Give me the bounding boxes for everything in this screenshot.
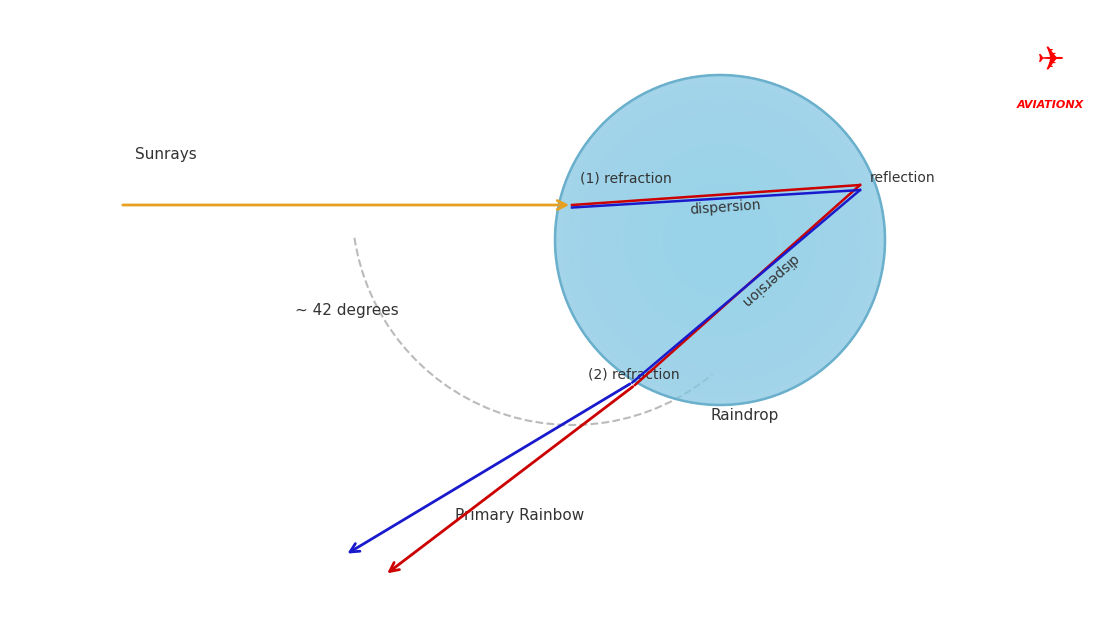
Ellipse shape — [556, 75, 885, 405]
Ellipse shape — [688, 208, 753, 272]
Ellipse shape — [656, 176, 783, 304]
Ellipse shape — [586, 106, 853, 374]
Ellipse shape — [601, 122, 838, 358]
Ellipse shape — [680, 200, 760, 280]
Ellipse shape — [556, 75, 885, 405]
Ellipse shape — [556, 75, 885, 405]
Ellipse shape — [633, 153, 806, 327]
Text: reflection: reflection — [870, 171, 935, 185]
Text: (2) refraction: (2) refraction — [588, 367, 680, 381]
Ellipse shape — [664, 185, 775, 295]
Text: Primary Rainbow: Primary Rainbow — [455, 508, 585, 523]
Ellipse shape — [641, 161, 799, 319]
Ellipse shape — [625, 146, 814, 335]
Text: Raindrop: Raindrop — [710, 408, 778, 423]
Text: ✈: ✈ — [1036, 43, 1064, 76]
Text: dispersion: dispersion — [738, 251, 801, 309]
Text: (1) refraction: (1) refraction — [580, 172, 672, 186]
Ellipse shape — [570, 91, 869, 389]
Ellipse shape — [563, 83, 877, 397]
Ellipse shape — [609, 130, 830, 350]
Ellipse shape — [703, 224, 737, 256]
Ellipse shape — [617, 137, 822, 343]
Text: Sunrays: Sunrays — [136, 147, 197, 163]
Ellipse shape — [696, 215, 745, 265]
Text: AVIATIONX: AVIATIONX — [1016, 100, 1084, 110]
Text: ~ 42 degrees: ~ 42 degrees — [295, 303, 399, 318]
Ellipse shape — [648, 169, 791, 311]
Ellipse shape — [672, 192, 768, 288]
Text: dispersion: dispersion — [690, 198, 762, 217]
Ellipse shape — [578, 98, 861, 382]
Ellipse shape — [594, 114, 846, 366]
